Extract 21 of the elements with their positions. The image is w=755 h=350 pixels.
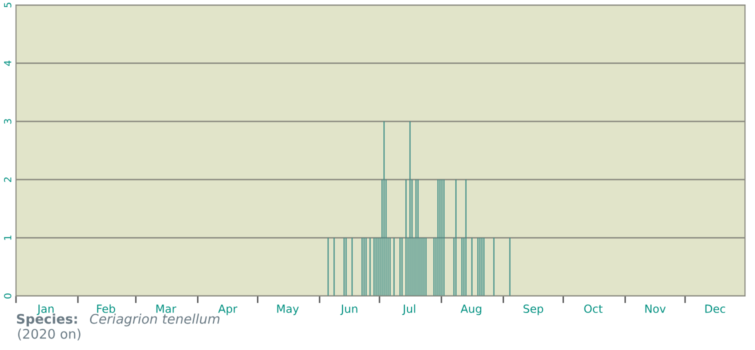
y-tick-label: 5 <box>4 2 12 8</box>
x-tick-label: Feb <box>97 304 116 313</box>
y-tick-label: 4 <box>4 60 12 66</box>
x-tick-label: Jul <box>402 304 416 315</box>
x-tick-label: Mar <box>156 304 176 313</box>
y-tick-label: 3 <box>4 119 12 124</box>
text: Species: <box>16 314 77 326</box>
x-tick-label: Sep <box>524 304 544 316</box>
text: (2020 on) <box>18 328 80 340</box>
x-tick-label: Oct <box>584 304 603 313</box>
x-tick-label: Nov <box>645 304 666 313</box>
x-tick-label: May <box>277 304 299 316</box>
x-tick-label: Apr <box>218 304 238 316</box>
x-tick-label: Dec <box>705 304 726 313</box>
text: Ceriagrion tenellum <box>90 314 220 326</box>
y-tick-label: 0 <box>4 294 12 298</box>
x-tick-label: Jan <box>36 304 54 315</box>
y-tick-label: 2 <box>4 177 12 182</box>
x-tick-label: Aug <box>460 304 482 316</box>
y-tick-label: 1 <box>4 236 12 240</box>
x-tick-label: Jun <box>340 304 358 315</box>
